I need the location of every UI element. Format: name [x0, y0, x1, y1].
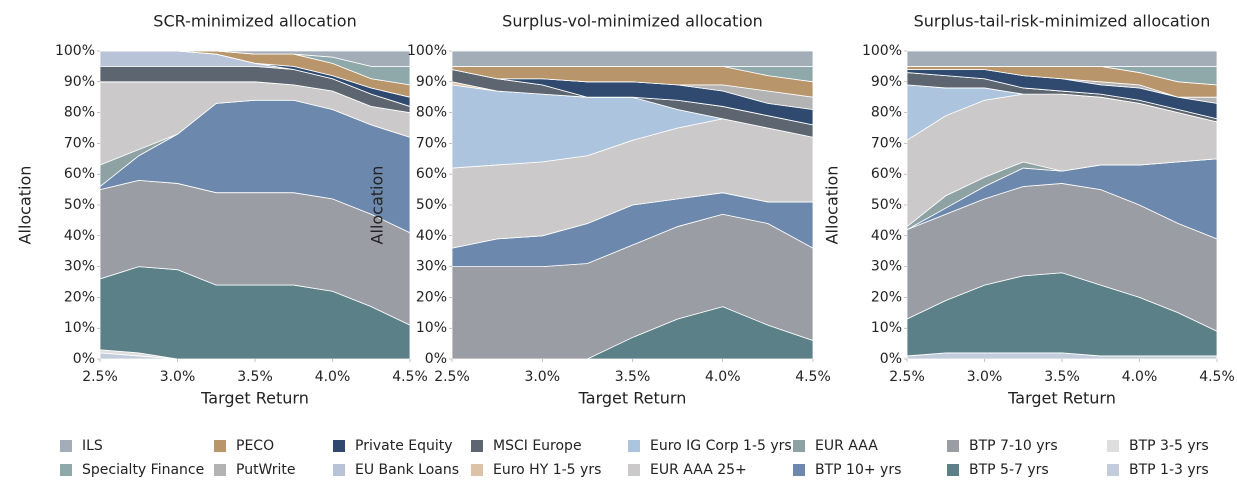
x-tick-label: 4.5% — [795, 369, 831, 385]
y-tick-label: 80% — [64, 105, 95, 121]
y-tick-label: 70% — [871, 135, 902, 151]
y-tick-label: 90% — [416, 74, 447, 90]
x-tick-label: 3.0% — [524, 369, 560, 385]
y-tick-label: 70% — [64, 135, 95, 151]
legend-swatch — [793, 464, 805, 476]
y-tick-label: 60% — [64, 166, 95, 182]
y-tick-label: 90% — [871, 74, 902, 90]
x-tick-label: 4.0% — [705, 369, 741, 385]
legend-swatch — [214, 464, 226, 476]
y-tick-label: 20% — [871, 289, 902, 305]
x-tick-label: 2.5% — [434, 369, 470, 385]
y-tick-label: 40% — [871, 228, 902, 244]
y-tick-label: 0% — [880, 351, 902, 367]
y-tick-label: 50% — [871, 197, 902, 213]
legend-swatch — [947, 464, 959, 476]
chart-title: Surplus-tail-risk-minimized allocation — [914, 12, 1211, 31]
legend-swatch — [471, 440, 483, 452]
legend-swatch — [333, 440, 345, 452]
y-tick-label: 30% — [871, 259, 902, 275]
legend-label: BTP 5-7 yrs — [969, 462, 1049, 478]
y-axis-label: Allocation — [823, 166, 842, 245]
legend-label: Private Equity — [355, 438, 453, 454]
x-axis-label: Target Return — [1007, 389, 1116, 408]
y-axis-label: Allocation — [368, 166, 387, 245]
legend-label: Euro HY 1-5 yrs — [493, 462, 601, 478]
legend-swatch — [628, 464, 640, 476]
x-tick-label: 2.5% — [82, 369, 118, 385]
area-series — [451, 50, 814, 67]
legend-label: Specialty Finance — [82, 462, 204, 478]
y-tick-label: 40% — [64, 228, 95, 244]
x-axis-label: Target Return — [578, 389, 687, 408]
legend-label: EUR AAA 25+ — [650, 462, 747, 478]
legend-swatch — [947, 440, 959, 452]
x-tick-label: 3.0% — [967, 369, 1003, 385]
legend-swatch — [60, 464, 72, 476]
y-tick-label: 80% — [416, 105, 447, 121]
y-tick-label: 20% — [64, 289, 95, 305]
x-tick-label: 3.5% — [615, 369, 651, 385]
legend-label: MSCI Europe — [493, 438, 582, 454]
chart-title: Surplus-vol-minimized allocation — [502, 12, 763, 31]
y-tick-label: 70% — [416, 135, 447, 151]
legend-swatch — [214, 440, 226, 452]
y-tick-label: 60% — [871, 166, 902, 182]
legend-swatch — [1107, 464, 1119, 476]
legend-label: EU Bank Loans — [355, 462, 459, 478]
legend-swatch — [60, 440, 72, 452]
y-tick-label: 80% — [871, 105, 902, 121]
legend-label: BTP 1-3 yrs — [1129, 462, 1209, 478]
x-tick-label: 3.5% — [1044, 369, 1080, 385]
x-tick-label: 2.5% — [889, 369, 925, 385]
y-tick-label: 100% — [55, 43, 95, 59]
y-tick-label: 60% — [416, 166, 447, 182]
legend-swatch — [333, 464, 345, 476]
area-series — [906, 50, 1218, 67]
x-tick-label: 4.0% — [1122, 369, 1158, 385]
y-tick-label: 50% — [416, 197, 447, 213]
legend-swatch — [471, 464, 483, 476]
y-tick-label: 10% — [871, 320, 902, 336]
y-tick-label: 50% — [64, 197, 95, 213]
y-tick-label: 100% — [862, 43, 902, 59]
x-tick-label: 4.5% — [1199, 369, 1235, 385]
y-tick-label: 20% — [416, 289, 447, 305]
y-tick-label: 0% — [425, 351, 447, 367]
legend-label: BTP 10+ yrs — [815, 462, 901, 478]
legend-label: EUR AAA — [815, 438, 878, 454]
legend-swatch — [1107, 440, 1119, 452]
y-tick-label: 30% — [64, 259, 95, 275]
legend-swatch — [793, 440, 805, 452]
y-tick-label: 0% — [73, 351, 95, 367]
y-tick-label: 100% — [407, 43, 447, 59]
legend-label: Euro IG Corp 1-5 yrs — [650, 438, 792, 454]
legend-label: PutWrite — [236, 462, 296, 478]
x-axis-label: Target Return — [200, 389, 309, 408]
legend-label: PECO — [236, 438, 274, 454]
chart-title: SCR-minimized allocation — [153, 12, 356, 31]
legend-label: BTP 3-5 yrs — [1129, 438, 1209, 454]
y-axis-label: Allocation — [16, 166, 35, 245]
y-tick-label: 10% — [64, 320, 95, 336]
area-series — [100, 50, 411, 67]
x-tick-label: 3.0% — [160, 369, 196, 385]
y-tick-label: 90% — [64, 74, 95, 90]
legend-swatch — [628, 440, 640, 452]
y-tick-label: 30% — [416, 259, 447, 275]
legend-label: ILS — [82, 438, 103, 454]
x-tick-label: 3.5% — [237, 369, 273, 385]
y-tick-label: 40% — [416, 228, 447, 244]
x-tick-label: 4.0% — [315, 369, 351, 385]
y-tick-label: 10% — [416, 320, 447, 336]
legend-label: BTP 7-10 yrs — [969, 438, 1058, 454]
x-tick-label: 4.5% — [392, 369, 428, 385]
